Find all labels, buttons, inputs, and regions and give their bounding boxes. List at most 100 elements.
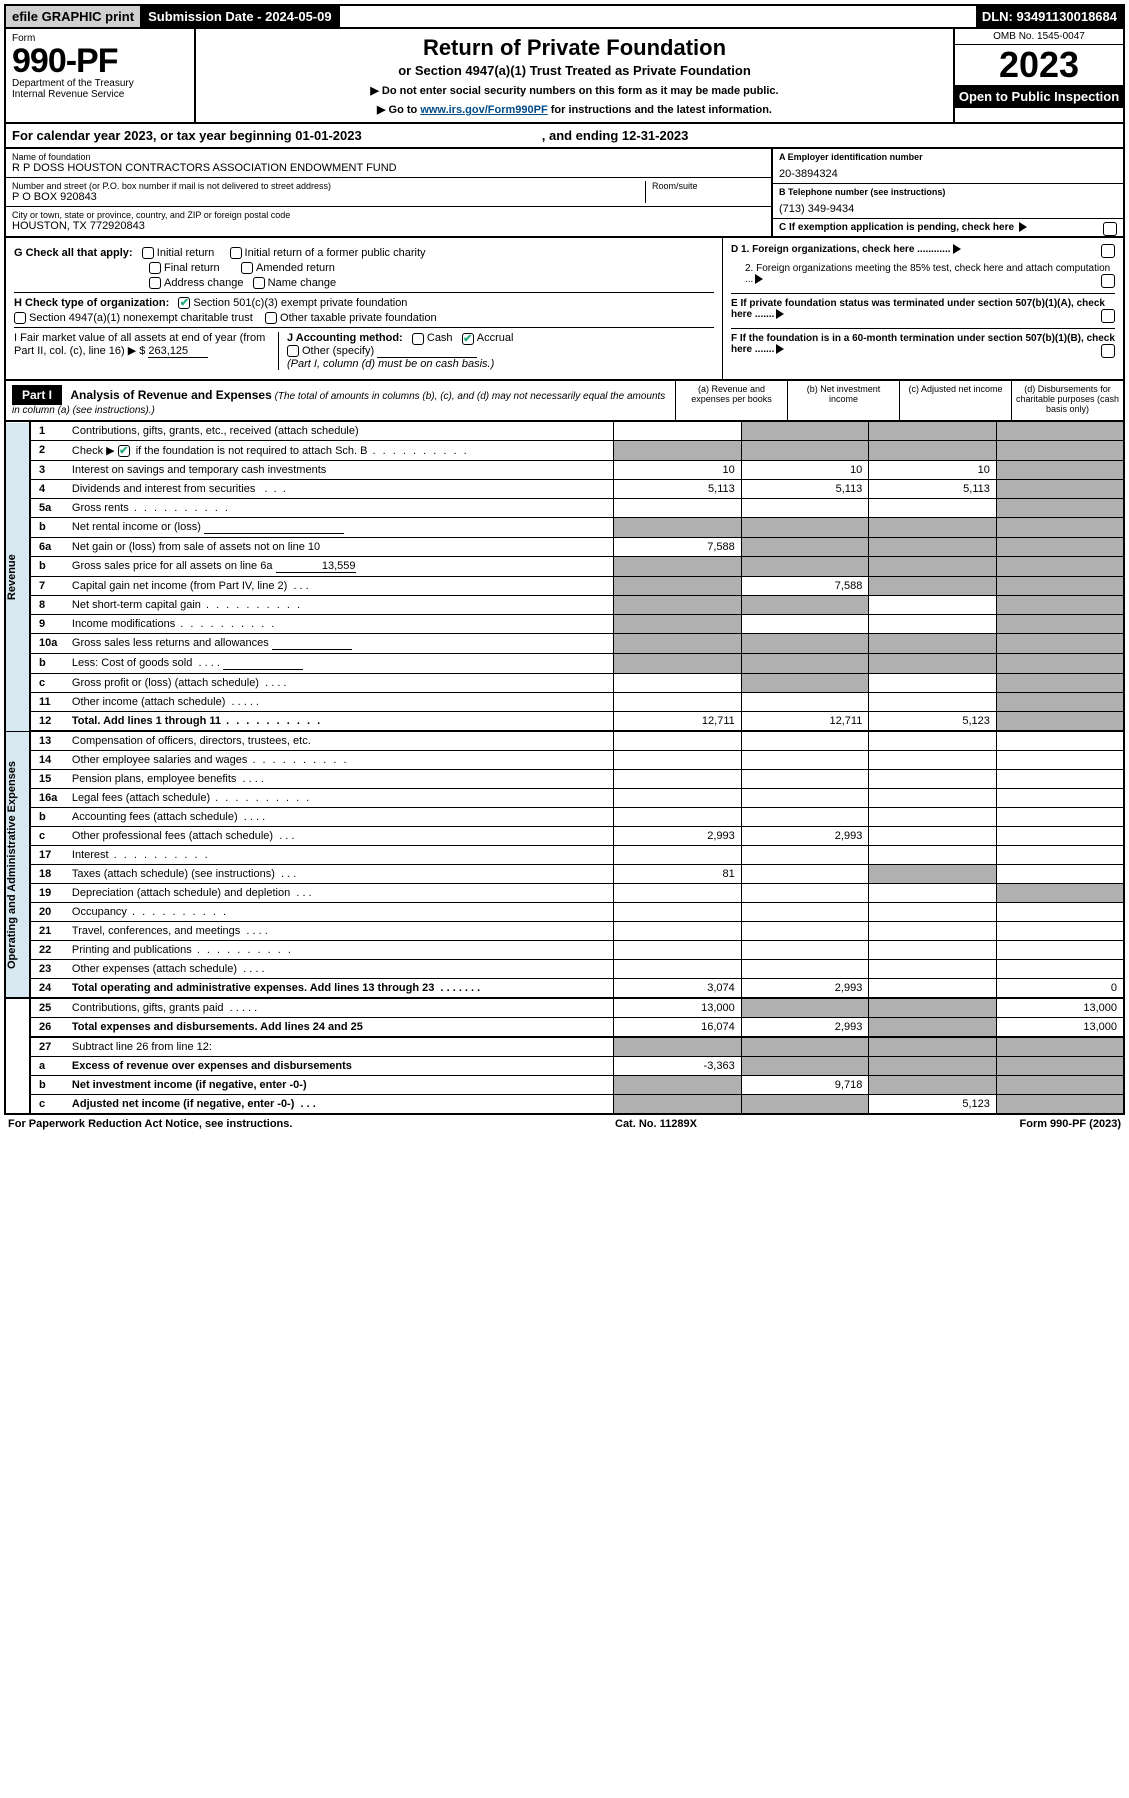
row-7: Capital gain net income (from Part IV, l… xyxy=(67,576,614,595)
row-23: Other expenses (attach schedule) . . . . xyxy=(67,959,614,978)
irs: Internal Revenue Service xyxy=(12,89,188,100)
g2: Initial return of a former public charit… xyxy=(245,247,426,259)
checks-left: G Check all that apply: Initial return I… xyxy=(6,238,723,379)
entity-info: Name of foundation R P DOSS HOUSTON CONT… xyxy=(4,149,1125,238)
phone: (713) 349-9434 xyxy=(779,203,1117,215)
row-10b: Less: Cost of goods sold . . . . xyxy=(67,653,614,673)
j3: Other (specify) xyxy=(302,345,374,357)
cb-501c3[interactable] xyxy=(178,297,190,309)
f: F If the foundation is in a 60-month ter… xyxy=(731,333,1115,355)
checks-section: G Check all that apply: Initial return I… xyxy=(4,238,1125,381)
cb-accrual[interactable] xyxy=(462,333,474,345)
row-22: Printing and publications xyxy=(67,940,614,959)
g3: Final return xyxy=(164,262,220,274)
row-24: Total operating and administrative expen… xyxy=(67,978,614,998)
checks-right: D 1. Foreign organizations, check here .… xyxy=(723,238,1123,379)
row-25: Contributions, gifts, grants paid . . . … xyxy=(67,998,614,1018)
cb-final-return[interactable] xyxy=(149,262,161,274)
page-footer: For Paperwork Reduction Act Notice, see … xyxy=(4,1115,1125,1133)
cb-name-change[interactable] xyxy=(253,277,265,289)
part1-header: Part I Analysis of Revenue and Expenses … xyxy=(4,381,1125,422)
side-revenue: Revenue xyxy=(5,422,30,731)
d1: D 1. Foreign organizations, check here .… xyxy=(731,244,951,255)
cb-cash[interactable] xyxy=(412,333,424,345)
entity-left: Name of foundation R P DOSS HOUSTON CONT… xyxy=(6,149,773,236)
part1-label: Part I xyxy=(12,385,62,405)
cb-d2[interactable] xyxy=(1101,274,1115,288)
cb-other-taxable[interactable] xyxy=(265,312,277,324)
cb-other-method[interactable] xyxy=(287,345,299,357)
row-2: Check ▶ if the foundation is not require… xyxy=(67,440,614,460)
row-6b: Gross sales price for all assets on line… xyxy=(67,556,614,576)
h2: Section 4947(a)(1) nonexempt charitable … xyxy=(29,312,253,324)
row-27a: Excess of revenue over expenses and disb… xyxy=(67,1056,614,1075)
cb-f[interactable] xyxy=(1101,344,1115,358)
i-label: I Fair market value of all assets at end… xyxy=(14,332,265,357)
calendar-year-row: For calendar year 2023, or tax year begi… xyxy=(4,124,1125,149)
tax-year: 2023 xyxy=(955,45,1123,85)
triangle-icon xyxy=(1019,222,1027,232)
omb-number: OMB No. 1545-0047 xyxy=(955,29,1123,45)
c-checkbox[interactable] xyxy=(1103,222,1117,236)
instruction-2: ▶ Go to www.irs.gov/Form990PF for instru… xyxy=(202,103,947,116)
name-label: Name of foundation xyxy=(12,152,765,162)
row-8: Net short-term capital gain xyxy=(67,595,614,614)
col-c-header: (c) Adjusted net income xyxy=(899,381,1011,420)
part1-table: Revenue 1 Contributions, gifts, grants, … xyxy=(4,422,1125,1115)
row-20: Occupancy xyxy=(67,902,614,921)
city-label: City or town, state or province, country… xyxy=(12,210,765,220)
cb-address-change[interactable] xyxy=(149,277,161,289)
open-public-badge: Open to Public Inspection xyxy=(955,85,1123,108)
form-title: Return of Private Foundation xyxy=(202,35,947,61)
h1: Section 501(c)(3) exempt private foundat… xyxy=(193,297,407,309)
i-value: 263,125 xyxy=(148,345,208,358)
form-subtitle: or Section 4947(a)(1) Trust Treated as P… xyxy=(202,63,947,78)
ein-label: A Employer identification number xyxy=(779,152,1117,162)
row-16c: Other professional fees (attach schedule… xyxy=(67,826,614,845)
header-left: Form 990-PF Department of the Treasury I… xyxy=(6,29,196,122)
row-5b: Net rental income or (loss) xyxy=(67,517,614,537)
col-d-header: (d) Disbursements for charitable purpose… xyxy=(1011,381,1123,420)
foundation-name: R P DOSS HOUSTON CONTRACTORS ASSOCIATION… xyxy=(12,162,765,174)
col-b-header: (b) Net investment income xyxy=(787,381,899,420)
cb-initial-return[interactable] xyxy=(142,247,154,259)
h3: Other taxable private foundation xyxy=(280,312,437,324)
entity-right: A Employer identification number 20-3894… xyxy=(773,149,1123,236)
form-header: Form 990-PF Department of the Treasury I… xyxy=(4,29,1125,124)
cb-4947[interactable] xyxy=(14,312,26,324)
row-27c: Adjusted net income (if negative, enter … xyxy=(67,1094,614,1114)
top-bar: efile GRAPHIC print Submission Date - 20… xyxy=(4,4,1125,29)
cb-amended[interactable] xyxy=(241,262,253,274)
cb-sch-b[interactable] xyxy=(118,445,130,457)
g6: Name change xyxy=(268,277,337,289)
row-16a: Legal fees (attach schedule) xyxy=(67,788,614,807)
efile-print-button[interactable]: efile GRAPHIC print xyxy=(6,6,142,27)
col-a-header: (a) Revenue and expenses per books xyxy=(675,381,787,420)
cb-d1[interactable] xyxy=(1101,244,1115,258)
row-16b: Accounting fees (attach schedule) . . . … xyxy=(67,807,614,826)
calendar-end: , and ending 12-31-2023 xyxy=(542,128,689,143)
row-17: Interest xyxy=(67,845,614,864)
e: E If private foundation status was termi… xyxy=(731,298,1105,320)
instruction-1: ▶ Do not enter social security numbers o… xyxy=(202,84,947,97)
row-27b: Net investment income (if negative, ente… xyxy=(67,1075,614,1094)
footer-right: Form 990-PF (2023) xyxy=(1020,1118,1121,1130)
irs-link[interactable]: www.irs.gov/Form990PF xyxy=(420,104,547,116)
address: P O BOX 920843 xyxy=(12,191,645,203)
instr2-suffix: for instructions and the latest informat… xyxy=(551,104,772,116)
row-21: Travel, conferences, and meetings . . . … xyxy=(67,921,614,940)
row-12: Total. Add lines 1 through 11 xyxy=(67,711,614,731)
row-15: Pension plans, employee benefits . . . . xyxy=(67,769,614,788)
row-10a: Gross sales less returns and allowances xyxy=(67,633,614,653)
cb-initial-former[interactable] xyxy=(230,247,242,259)
j-note: (Part I, column (d) must be on cash basi… xyxy=(287,358,494,370)
room-label: Room/suite xyxy=(652,181,765,191)
row-27: Subtract line 26 from line 12: xyxy=(67,1037,614,1057)
g-label: G Check all that apply: xyxy=(14,247,133,259)
row-11: Other income (attach schedule) . . . . . xyxy=(67,692,614,711)
footer-left: For Paperwork Reduction Act Notice, see … xyxy=(8,1118,292,1130)
form-number: 990-PF xyxy=(12,44,188,78)
j1: Cash xyxy=(427,332,453,344)
cb-e[interactable] xyxy=(1101,309,1115,323)
row-26: Total expenses and disbursements. Add li… xyxy=(67,1017,614,1037)
